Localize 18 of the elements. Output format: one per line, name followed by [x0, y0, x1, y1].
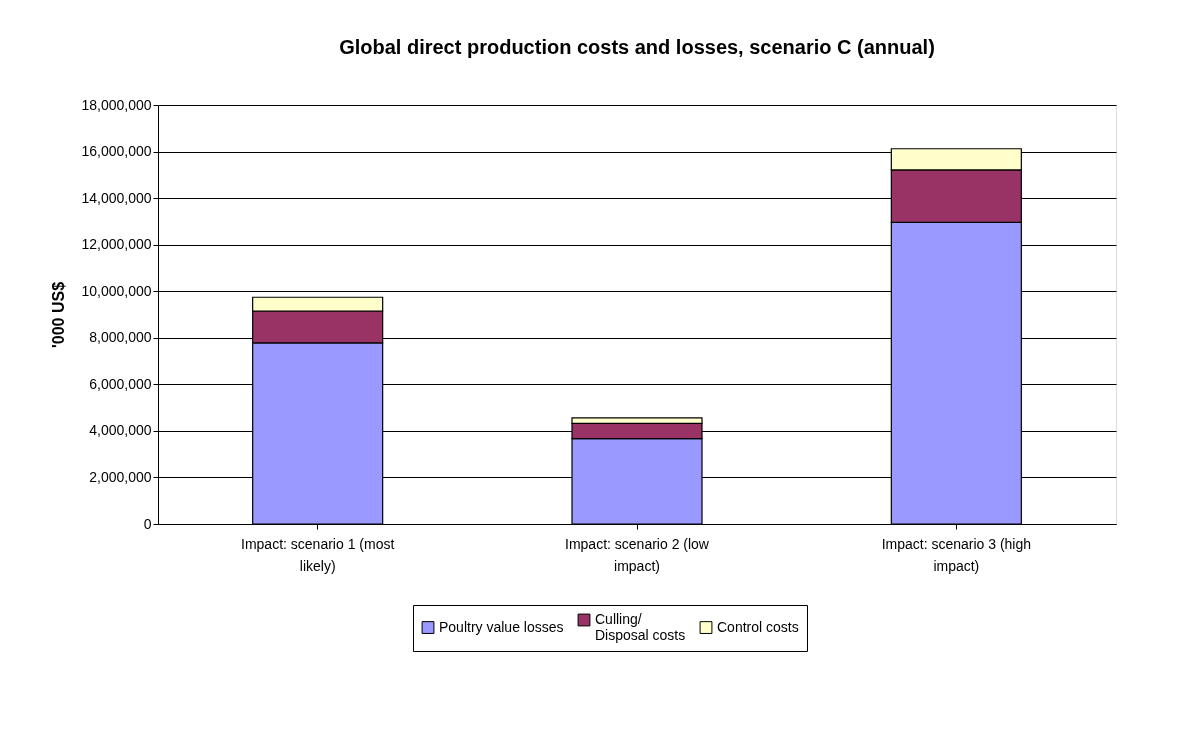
- y-tick-label: 12,000,000: [81, 236, 152, 253]
- y-tick-label: 16,000,000: [81, 143, 152, 160]
- chart-title: Global direct production costs and losses, scenario C (annual): [339, 36, 935, 58]
- y-axis-title: '000 US$: [50, 281, 68, 349]
- y-tick-label: 8,000,000: [89, 329, 152, 346]
- legend-label: Control costs: [717, 618, 799, 635]
- legend-label: Culling/ Disposal costs: [595, 611, 686, 643]
- y-tick-label: 6,000,000: [89, 375, 152, 392]
- x-tick-label: Impact: scenario 2 (low impact): [565, 535, 710, 574]
- y-tick-label: 4,000,000: [89, 422, 152, 439]
- y-tick-label: 2,000,000: [89, 468, 152, 485]
- y-tick-label: 0: [143, 515, 152, 532]
- x-tick-label: Impact: scenario 1 (most likely): [241, 535, 395, 574]
- legend-label: Poultry value losses: [439, 618, 564, 635]
- y-tick-label: 14,000,000: [81, 189, 152, 206]
- y-tick-label: 10,000,000: [81, 282, 152, 299]
- x-tick-label: Impact: scenario 3 (high impact): [881, 535, 1032, 574]
- y-tick-label: 18,000,000: [81, 96, 152, 113]
